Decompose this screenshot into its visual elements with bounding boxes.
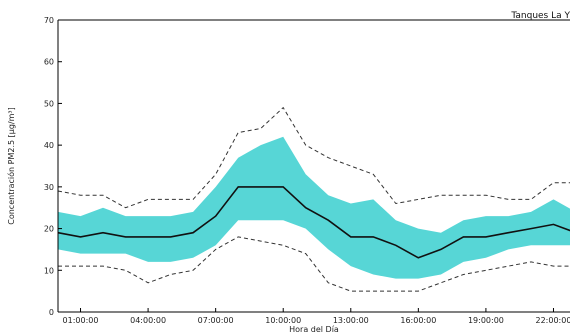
chart-axes: 0 10 20 30 40 50 60 70 01:00:00 04:00:00 07:00:00 1… bbox=[44, 16, 570, 325]
envelope-upper-line bbox=[57, 106, 570, 209]
y-tick-label: 40 bbox=[44, 141, 54, 150]
x-tick-label: 16:00:00 bbox=[400, 316, 436, 325]
chart-title: Tanques La Y bbox=[510, 11, 570, 21]
envelope-lower-line bbox=[58, 236, 570, 292]
x-tick-label: 04:00:00 bbox=[130, 316, 166, 325]
y-tick-label: 70 bbox=[44, 16, 54, 25]
interquartile-band bbox=[58, 136, 570, 279]
x-axis-title: Hora del Día bbox=[289, 325, 339, 334]
x-tick-label: 01:00:00 bbox=[63, 316, 99, 325]
x-tick-label: 19:00:00 bbox=[468, 316, 504, 325]
x-tick-label: 13:00:00 bbox=[333, 316, 369, 325]
x-tick-label: 22:00:00 bbox=[536, 316, 570, 325]
y-tick-label: 0 bbox=[49, 308, 54, 317]
chart-marks bbox=[57, 106, 570, 292]
median-line bbox=[57, 186, 570, 259]
y-axis-title: Concentración PM2.5 [μg/m³] bbox=[6, 107, 16, 225]
y-tick-label: 20 bbox=[44, 225, 54, 234]
y-tick-label: 60 bbox=[44, 58, 54, 67]
y-tick-label: 50 bbox=[44, 99, 54, 108]
x-tick-label: 07:00:00 bbox=[198, 316, 234, 325]
y-tick-label: 10 bbox=[44, 266, 54, 275]
y-tick-label: 30 bbox=[44, 183, 54, 192]
x-tick-label: 10:00:00 bbox=[265, 316, 301, 325]
